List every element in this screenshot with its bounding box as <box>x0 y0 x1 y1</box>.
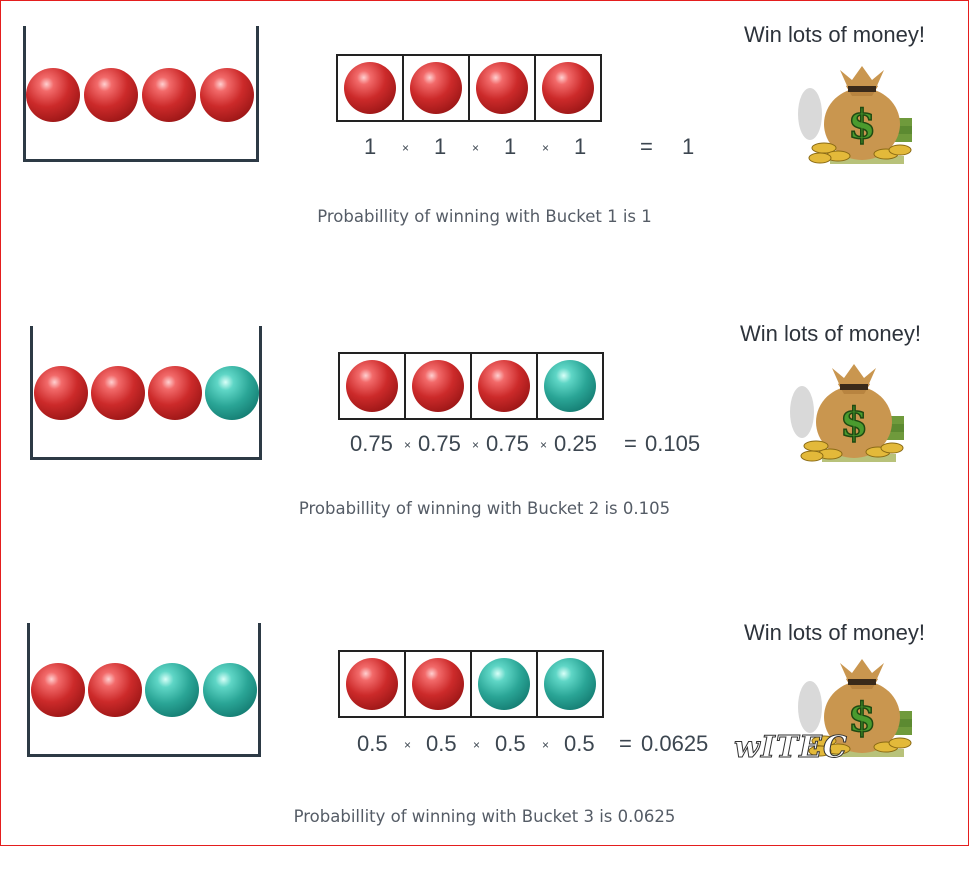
bucket-3-ball <box>145 663 199 717</box>
factor-2: 1 <box>434 134 447 159</box>
bucket-2 <box>30 326 262 460</box>
times-sign: × <box>402 141 410 155</box>
slot-ball <box>410 62 462 114</box>
win-text: Win lots of money! <box>744 22 925 47</box>
bucket-1-section: 1 × 1 × 1 × 1 = 1 Win lots of money! $ P… <box>0 0 969 290</box>
svg-text:$: $ <box>848 101 876 148</box>
factor-4: 1 <box>574 134 587 159</box>
factor-1: 0.5 <box>357 731 388 756</box>
equals-sign: = <box>619 731 632 756</box>
draw-slot <box>470 352 538 420</box>
draw-slot <box>336 54 404 122</box>
factor-2: 0.75 <box>418 431 461 456</box>
draw-slot <box>536 650 604 718</box>
factor-1: 1 <box>364 134 377 159</box>
times-sign: × <box>540 438 548 452</box>
factor-3: 0.5 <box>495 731 526 756</box>
factor-3: 0.75 <box>486 431 529 456</box>
draw-slot <box>468 54 536 122</box>
draw-slot <box>338 352 406 420</box>
factor-1: 0.75 <box>350 431 393 456</box>
slot-ball <box>544 658 596 710</box>
times-sign: × <box>542 738 550 752</box>
slot-ball <box>478 360 530 412</box>
svg-text:$: $ <box>840 399 868 446</box>
draw-slot <box>402 54 470 122</box>
bucket-3 <box>27 623 261 757</box>
slot-ball <box>346 658 398 710</box>
draw-slots-3 <box>338 650 604 718</box>
result-value: 0.105 <box>645 431 701 456</box>
draw-slots-2 <box>338 352 604 420</box>
bucket-2-ball <box>148 366 202 420</box>
bucket-1-ball <box>84 68 138 122</box>
factor-4: 0.5 <box>564 731 595 756</box>
times-sign: × <box>404 438 412 452</box>
draw-slots-1 <box>336 54 602 122</box>
slot-ball <box>476 62 528 114</box>
win-text: Win lots of money! <box>744 620 925 645</box>
bucket-1-ball <box>200 68 254 122</box>
bucket-3-section: 0.5 × 0.5 × 0.5 × 0.5 = 0.0625 Win lots … <box>0 597 969 887</box>
slot-ball <box>346 360 398 412</box>
svg-text:$: $ <box>848 694 876 741</box>
win-text: Win lots of money! <box>740 321 921 346</box>
bucket-2-ball <box>91 366 145 420</box>
factor-2: 0.5 <box>426 731 457 756</box>
slot-ball <box>478 658 530 710</box>
factor-3: 1 <box>504 134 517 159</box>
equals-sign: = <box>640 134 653 159</box>
times-sign: × <box>472 438 480 452</box>
result-value: 1 <box>682 134 695 159</box>
times-sign: × <box>542 141 550 155</box>
probability-caption: Probabillity of winning with Bucket 3 is… <box>293 807 676 826</box>
watermark-logo: wITEC <box>734 730 848 766</box>
money-bag-icon: $ <box>790 364 904 462</box>
equals-sign: = <box>624 431 637 456</box>
times-sign: × <box>472 141 480 155</box>
bucket-1-ball <box>142 68 196 122</box>
bucket-2-ball <box>205 366 259 420</box>
slot-ball <box>412 360 464 412</box>
slot-ball <box>544 360 596 412</box>
bucket-3-ball <box>88 663 142 717</box>
result-value: 0.0625 <box>641 731 709 756</box>
bucket-1-ball <box>26 68 80 122</box>
slot-ball <box>412 658 464 710</box>
probability-caption: Probabillity of winning with Bucket 1 is… <box>317 207 652 226</box>
draw-slot <box>534 54 602 122</box>
bucket-2-section: 0.75 × 0.75 × 0.75 × 0.25 = 0.105 Win lo… <box>0 298 969 588</box>
money-bag-icon: $ <box>798 659 912 757</box>
draw-slot <box>536 352 604 420</box>
bucket-1 <box>23 26 259 162</box>
factor-4: 0.25 <box>554 431 597 456</box>
times-sign: × <box>473 738 481 752</box>
draw-slot <box>404 352 472 420</box>
money-bag-icon: $ <box>798 66 912 164</box>
slot-ball <box>542 62 594 114</box>
bucket-3-ball <box>203 663 257 717</box>
draw-slot <box>470 650 538 718</box>
draw-slot <box>338 650 406 718</box>
slot-ball <box>344 62 396 114</box>
draw-slot <box>404 650 472 718</box>
bucket-3-ball <box>31 663 85 717</box>
times-sign: × <box>404 738 412 752</box>
probability-caption: Probabillity of winning with Bucket 2 is… <box>298 499 671 518</box>
bucket-2-ball <box>34 366 88 420</box>
